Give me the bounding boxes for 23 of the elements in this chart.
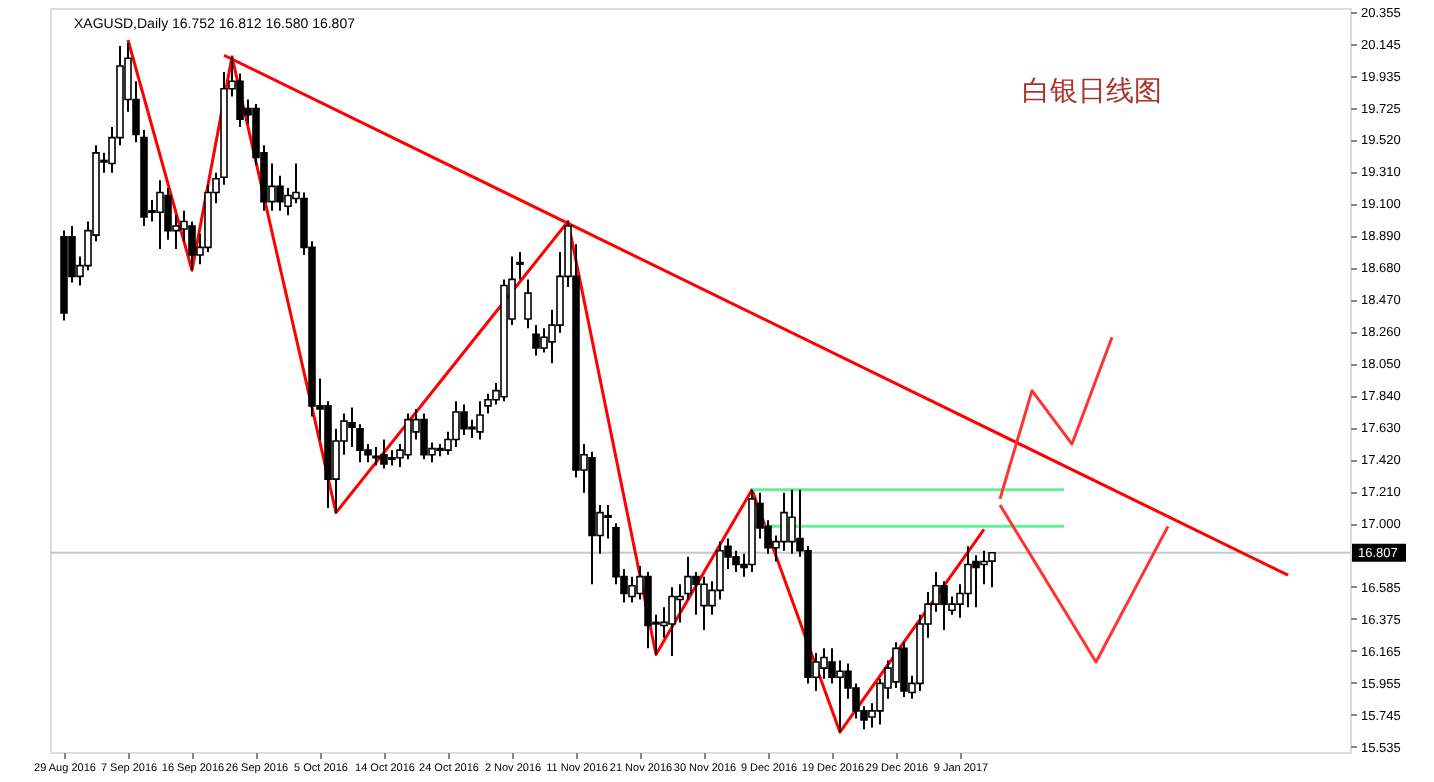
candlestick xyxy=(380,438,388,470)
candlestick xyxy=(700,575,708,632)
candlestick xyxy=(940,580,948,632)
candlestick xyxy=(404,412,412,461)
candlestick xyxy=(972,554,980,609)
candlestick xyxy=(668,586,676,657)
candlestick xyxy=(532,324,540,357)
candlestick xyxy=(988,550,996,589)
candlestick xyxy=(452,400,460,449)
annotation: 白银日线图 xyxy=(1022,76,1162,108)
candlestick xyxy=(468,418,476,439)
candlestick xyxy=(476,400,484,441)
candlestick xyxy=(372,446,380,467)
candlestick xyxy=(156,179,164,250)
candlestick xyxy=(276,174,284,212)
candlestick xyxy=(980,549,988,586)
candlestick xyxy=(900,641,908,699)
candlestick xyxy=(460,403,468,436)
candlestick xyxy=(164,186,172,241)
candlestick xyxy=(788,488,796,555)
candlestick xyxy=(420,412,428,461)
candlestick xyxy=(836,659,844,734)
candlestick xyxy=(524,278,532,330)
